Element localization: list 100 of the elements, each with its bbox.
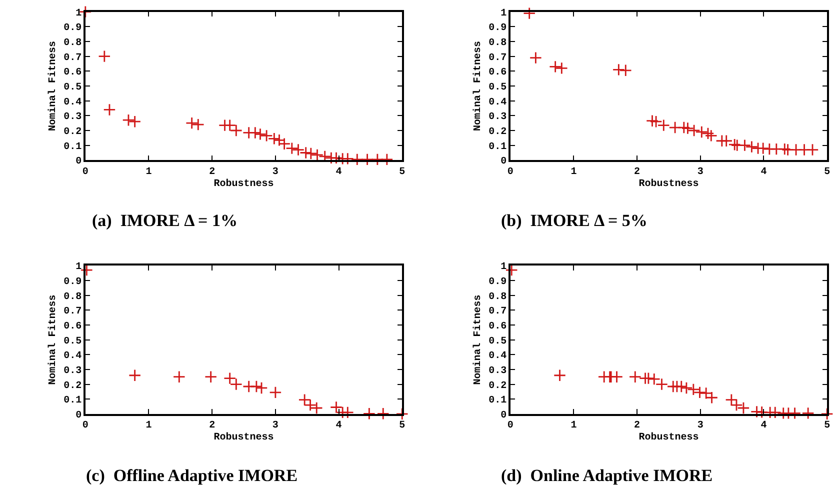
y-tick-label: 0.4: [64, 97, 82, 108]
y-tick-label: 0.4: [488, 351, 507, 362]
x-axis-title: Robustness: [638, 432, 699, 444]
text: (d) Online Adaptive IMORE: [501, 466, 713, 485]
x-tick-label: 2: [634, 166, 640, 178]
x-tick-label: 4: [336, 166, 342, 178]
x-axis-title: Robustness: [638, 178, 699, 190]
point: [788, 406, 802, 420]
point: [642, 372, 655, 385]
y-tick-label: 1: [500, 8, 507, 20]
point: [360, 153, 374, 166]
y-tick-label: 0: [500, 156, 507, 168]
y-tick-label: 0.5: [64, 336, 82, 348]
point: [678, 121, 690, 134]
y-tick-label: 0.8: [64, 38, 82, 49]
point: [549, 60, 562, 73]
point: [362, 407, 376, 420]
y-tick-label: 0.1: [64, 142, 82, 153]
point: [745, 140, 758, 154]
point: [704, 129, 718, 142]
point: [555, 62, 568, 74]
y-tick-label: 0.8: [488, 292, 507, 303]
x-tick-label: 3: [697, 166, 704, 178]
y-tick-label: 0.6: [64, 321, 82, 332]
point: [628, 370, 642, 384]
y-tick-label: 0.5: [488, 336, 507, 348]
point: [248, 126, 262, 140]
y-tick-label: 0.5: [64, 82, 82, 94]
point: [192, 118, 204, 131]
point: [668, 121, 682, 134]
point: [702, 127, 714, 140]
x-tick-label: 3: [697, 420, 704, 432]
point: [680, 382, 693, 394]
y-tick-label: 0.8: [488, 38, 507, 49]
x-tick-label: 5: [399, 166, 406, 178]
y-tick-label: 0.7: [488, 306, 507, 318]
x-tick-label: 3: [272, 166, 278, 178]
y-tick-label: 0.6: [488, 68, 507, 79]
x-tick-label: 5: [824, 166, 830, 178]
x-tick-label: 2: [209, 420, 216, 432]
y-tick-label: 0: [500, 410, 507, 422]
y-tick-label: 0.9: [64, 23, 82, 34]
point: [380, 153, 394, 166]
y-tick-label: 0.4: [488, 97, 507, 108]
point: [553, 369, 566, 382]
y-tick-label: 0.2: [488, 380, 507, 392]
text: (c) Offline Adaptive IMORE: [86, 466, 298, 485]
y-tick-label: 0.4: [64, 351, 82, 362]
point: [204, 370, 218, 384]
point: [806, 143, 819, 156]
y-tick-label: 1: [76, 8, 82, 20]
x-axis-title: Robustness: [214, 178, 274, 190]
point: [269, 386, 282, 399]
x-axis-title: Robustness: [214, 432, 274, 444]
y-tick-label: 0.7: [64, 306, 82, 318]
x-tick-label: 1: [146, 166, 152, 178]
y-axis-title: Nominal Fitness: [47, 40, 60, 131]
y-axis-title: Nominal Fitness: [472, 294, 484, 385]
y-tick-label: 0.1: [488, 396, 507, 407]
point: [128, 369, 142, 382]
y-tick-label: 0.7: [488, 52, 507, 64]
y-tick-label: 0.9: [64, 276, 82, 288]
point: [376, 407, 390, 420]
y-tick-label: 0.6: [488, 321, 507, 332]
y-tick-label: 0.2: [488, 127, 507, 138]
point: [250, 380, 263, 393]
y-tick-label: 0.6: [64, 68, 82, 79]
point: [778, 142, 791, 156]
point: [619, 64, 632, 77]
point: [172, 370, 186, 384]
y-tick-label: 0.1: [488, 142, 507, 153]
y-tick-label: 0.3: [488, 112, 507, 124]
y-tick-label: 0.9: [488, 23, 507, 34]
y-tick-label: 1: [76, 262, 82, 274]
y-axis-title: Nominal Fitness: [47, 294, 60, 385]
y-tick-label: 0: [76, 156, 82, 168]
point: [350, 153, 364, 166]
y-tick-label: 0: [76, 410, 82, 422]
point: [646, 114, 659, 128]
y-tick-label: 0.7: [64, 52, 82, 64]
point: [681, 122, 694, 135]
point: [98, 50, 111, 63]
point: [304, 147, 318, 160]
x-tick-label: 5: [824, 420, 830, 432]
point: [396, 408, 408, 420]
y-tick-label: 0.2: [64, 127, 82, 138]
y-tick-label: 0.9: [488, 276, 507, 288]
point: [523, 6, 536, 20]
y-axis-title: Nominal Fitness: [472, 40, 484, 131]
point: [820, 408, 834, 420]
point: [310, 148, 324, 162]
point: [122, 114, 135, 126]
point: [255, 382, 268, 394]
x-tick-label: 1: [146, 420, 152, 432]
text: (b) IMORE Δ = 5%: [501, 211, 648, 230]
x-tick-label: 2: [209, 166, 216, 178]
point: [610, 370, 624, 384]
point: [254, 128, 267, 141]
point: [128, 115, 142, 128]
point: [802, 406, 814, 420]
